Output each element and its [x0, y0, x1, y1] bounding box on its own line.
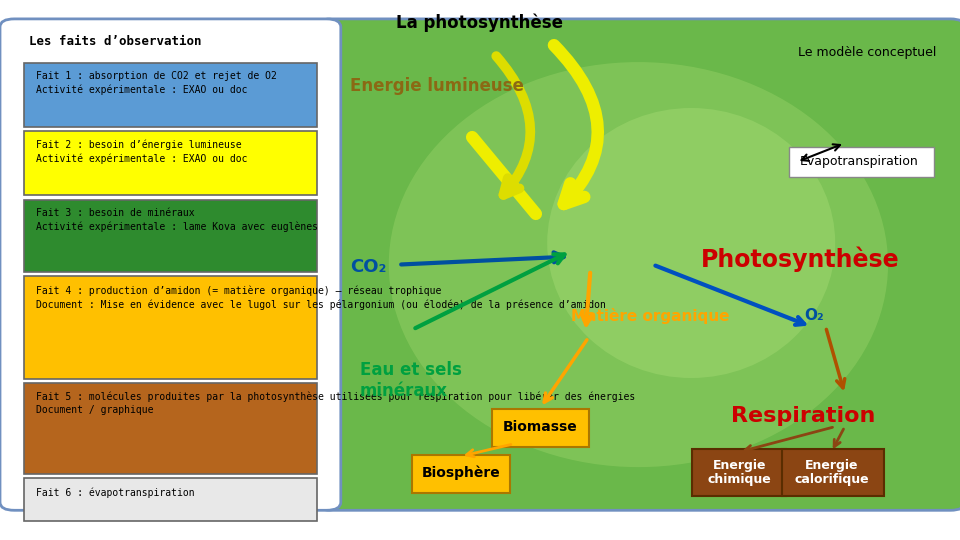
Text: Respiration: Respiration [732, 406, 876, 426]
Text: Biosphère: Biosphère [421, 465, 500, 480]
Text: Le modèle conceptuel: Le modèle conceptuel [798, 46, 936, 59]
Text: Energie
chimique: Energie chimique [708, 458, 771, 487]
Text: Fait 2 : besoin d’énergie lumineuse
Activité expérimentale : EXAO ou doc: Fait 2 : besoin d’énergie lumineuse Acti… [36, 140, 247, 164]
Text: Fait 5 : molécules produites par la photosynthèse utilisées pour respiration pou: Fait 5 : molécules produites par la phot… [36, 392, 635, 415]
Text: Biomasse: Biomasse [503, 420, 578, 434]
Text: Matière organique: Matière organique [571, 308, 730, 324]
Text: Les faits d’observation: Les faits d’observation [29, 35, 202, 48]
Ellipse shape [547, 108, 835, 378]
FancyBboxPatch shape [492, 409, 589, 447]
FancyBboxPatch shape [24, 200, 317, 272]
Text: O₂: O₂ [804, 308, 824, 323]
Text: Evapotranspiration: Evapotranspiration [800, 156, 919, 168]
FancyBboxPatch shape [24, 276, 317, 379]
Text: Photosynthèse: Photosynthèse [701, 246, 900, 272]
FancyBboxPatch shape [24, 131, 317, 195]
Ellipse shape [389, 62, 888, 467]
Text: Energie
calorifique: Energie calorifique [794, 458, 869, 487]
FancyBboxPatch shape [0, 19, 341, 510]
Text: Fait 1 : absorption de CO2 et rejet de O2
Activité expérimentale : EXAO ou doc: Fait 1 : absorption de CO2 et rejet de O… [36, 71, 276, 95]
Text: Fait 3 : besoin de minéraux
Activité expérimentale : lame Kova avec euglènes: Fait 3 : besoin de minéraux Activité exp… [36, 208, 318, 232]
FancyBboxPatch shape [789, 147, 934, 177]
Text: Fait 4 : production d’amidon (= matière organique) – réseau trophique
Document :: Fait 4 : production d’amidon (= matière … [36, 285, 606, 309]
FancyBboxPatch shape [782, 449, 884, 496]
FancyBboxPatch shape [24, 478, 317, 521]
FancyBboxPatch shape [317, 19, 960, 510]
FancyBboxPatch shape [692, 449, 786, 496]
Text: CO₂: CO₂ [350, 258, 387, 276]
Text: Energie lumineuse: Energie lumineuse [350, 77, 524, 96]
FancyBboxPatch shape [24, 63, 317, 127]
FancyBboxPatch shape [24, 383, 317, 474]
Text: Eau et sels
minéraux: Eau et sels minéraux [360, 361, 462, 400]
FancyBboxPatch shape [412, 455, 510, 493]
Text: La photosynthèse: La photosynthèse [396, 14, 564, 32]
Text: Fait 6 : évapotranspiration: Fait 6 : évapotranspiration [36, 487, 194, 497]
